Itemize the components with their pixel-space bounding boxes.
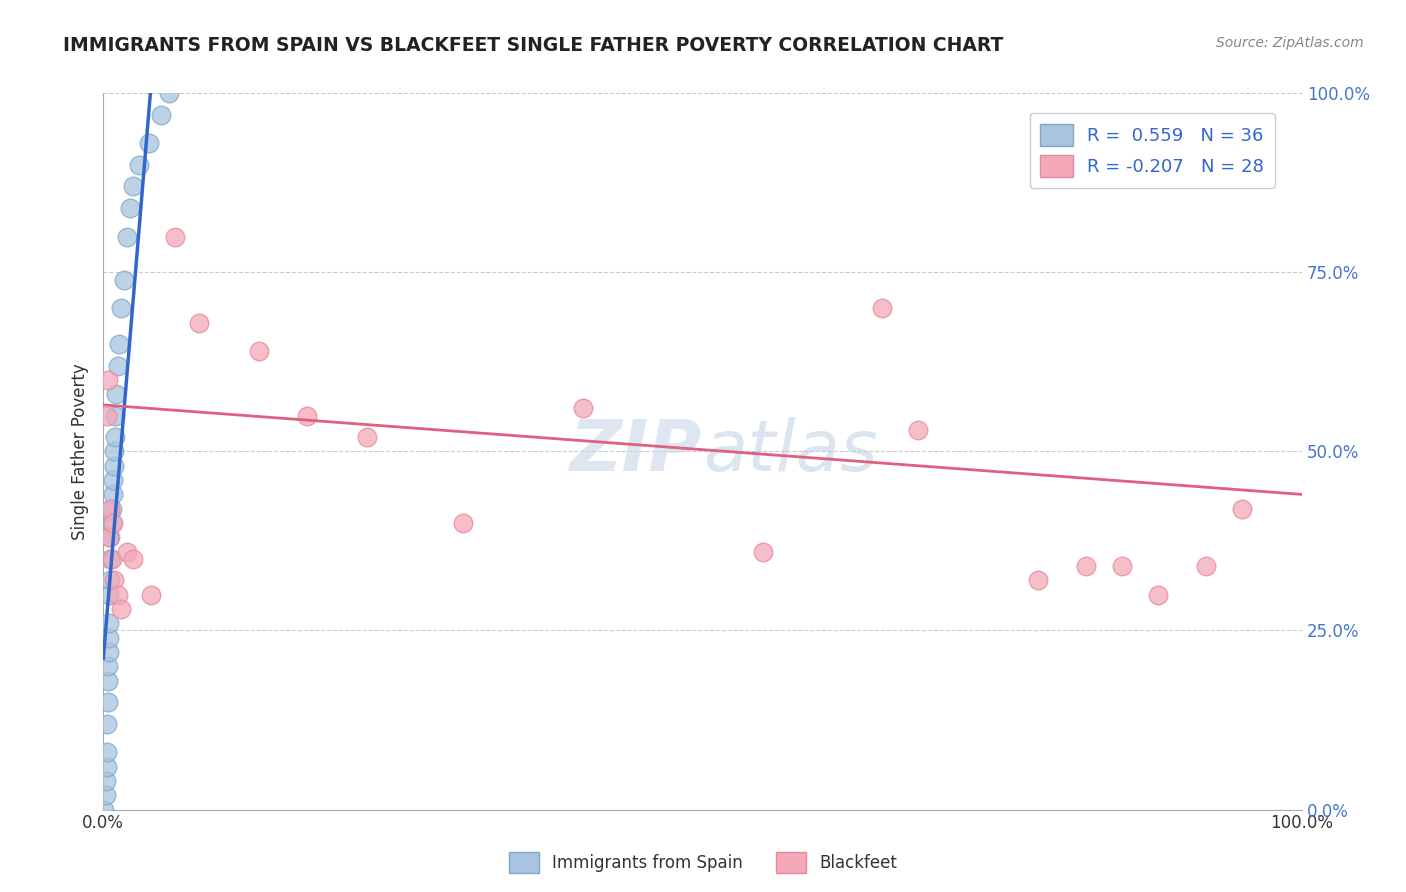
Point xyxy=(1111,559,1133,574)
Point xyxy=(1195,559,1218,574)
Point xyxy=(107,359,129,373)
Point xyxy=(97,695,120,709)
Point xyxy=(103,574,125,588)
Point xyxy=(139,588,162,602)
Point xyxy=(356,430,378,444)
Point xyxy=(295,409,318,423)
Point xyxy=(98,574,121,588)
Point xyxy=(98,530,121,544)
Point xyxy=(101,516,124,530)
Point xyxy=(103,444,125,458)
Text: IMMIGRANTS FROM SPAIN VS BLACKFEET SINGLE FATHER POVERTY CORRELATION CHART: IMMIGRANTS FROM SPAIN VS BLACKFEET SINGL… xyxy=(63,36,1004,54)
Point xyxy=(110,602,132,616)
Point xyxy=(98,501,121,516)
Point xyxy=(1230,501,1253,516)
Point xyxy=(128,158,150,172)
Y-axis label: Single Father Poverty: Single Father Poverty xyxy=(72,363,89,540)
Point xyxy=(98,552,121,566)
Point xyxy=(101,473,124,487)
Legend: R =  0.559   N = 36, R = -0.207   N = 28: R = 0.559 N = 36, R = -0.207 N = 28 xyxy=(1029,113,1275,188)
Point xyxy=(94,788,117,802)
Point xyxy=(115,229,138,244)
Point xyxy=(94,773,117,788)
Point xyxy=(138,136,160,151)
Point xyxy=(96,745,118,759)
Point xyxy=(247,344,270,359)
Point xyxy=(149,108,172,122)
Point xyxy=(101,487,124,501)
Point xyxy=(105,387,128,401)
Point xyxy=(100,501,122,516)
Legend: Immigrants from Spain, Blackfeet: Immigrants from Spain, Blackfeet xyxy=(502,846,904,880)
Point xyxy=(107,588,129,602)
Point xyxy=(1076,559,1098,574)
Point xyxy=(97,659,120,673)
Point xyxy=(98,616,121,631)
Point xyxy=(188,316,211,330)
Point xyxy=(104,409,127,423)
Point xyxy=(451,516,474,530)
Point xyxy=(96,409,118,423)
Point xyxy=(96,716,118,731)
Point xyxy=(100,552,122,566)
Point xyxy=(96,759,118,773)
Text: ZIP: ZIP xyxy=(571,417,703,486)
Point xyxy=(93,803,115,817)
Point xyxy=(100,516,122,530)
Point xyxy=(872,301,894,316)
Point xyxy=(571,401,593,416)
Point xyxy=(165,229,187,244)
Point xyxy=(104,430,127,444)
Point xyxy=(103,458,125,473)
Point xyxy=(98,631,121,645)
Point xyxy=(115,545,138,559)
Point xyxy=(98,588,121,602)
Point xyxy=(751,545,773,559)
Point xyxy=(907,423,929,437)
Point xyxy=(122,179,145,194)
Point xyxy=(98,645,121,659)
Point xyxy=(98,530,121,544)
Text: Source: ZipAtlas.com: Source: ZipAtlas.com xyxy=(1216,36,1364,50)
Text: atlas: atlas xyxy=(703,417,877,486)
Point xyxy=(157,87,180,101)
Point xyxy=(97,673,120,688)
Point xyxy=(118,201,141,215)
Point xyxy=(110,301,132,316)
Point xyxy=(1026,574,1049,588)
Point xyxy=(107,337,129,351)
Point xyxy=(112,272,135,286)
Point xyxy=(97,373,120,387)
Point xyxy=(1147,588,1170,602)
Point xyxy=(122,552,145,566)
